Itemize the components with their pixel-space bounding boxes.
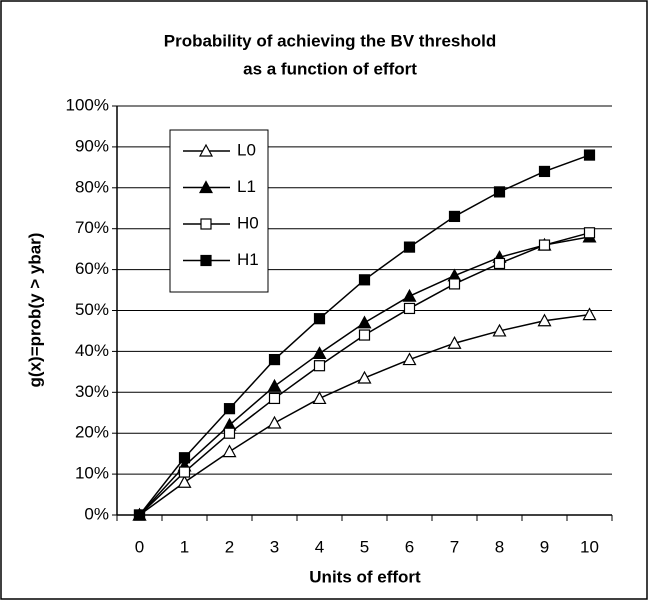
legend-marker [200, 218, 212, 230]
marker [313, 360, 326, 372]
x-tick-label: 9 [540, 537, 549, 556]
x-tick-label: 7 [450, 537, 459, 556]
marker [357, 370, 372, 384]
marker [448, 210, 461, 223]
legend-marker [198, 180, 214, 194]
y-tick-label: 50% [75, 300, 109, 319]
legend-label: H1 [237, 250, 259, 269]
x-tick-label: 6 [405, 537, 414, 556]
legend-label: L1 [237, 177, 256, 196]
y-tick-label: 90% [75, 136, 109, 155]
x-tick-label: 2 [225, 537, 234, 556]
marker [583, 149, 596, 161]
marker [312, 346, 327, 360]
marker [268, 353, 281, 366]
marker [403, 302, 416, 315]
marker [493, 186, 506, 198]
marker [223, 403, 236, 415]
x-tick-label: 1 [180, 537, 189, 556]
marker [178, 452, 191, 464]
y-tick-label: 0% [84, 504, 109, 523]
marker [312, 391, 327, 405]
marker [358, 274, 371, 286]
x-axis-label: Units of effort [309, 567, 421, 586]
legend-label: H0 [237, 213, 259, 232]
marker [178, 466, 191, 478]
y-tick-label: 60% [75, 259, 109, 278]
marker [177, 475, 192, 488]
marker [538, 239, 551, 251]
legend-label: L0 [237, 140, 256, 159]
y-tick-label: 70% [75, 218, 109, 237]
chart-title: as a function of effort [243, 59, 417, 78]
legend-box [169, 129, 269, 293]
y-tick-label: 40% [75, 341, 109, 360]
y-tick-label: 30% [75, 382, 109, 401]
marker [402, 352, 417, 366]
y-tick-label: 80% [75, 177, 109, 196]
x-tick-label: 8 [495, 537, 504, 556]
y-axis-label: g(x)=prob(y > ybar) [25, 233, 44, 388]
legend-marker [200, 254, 212, 267]
marker [402, 288, 417, 302]
x-tick-label: 10 [580, 537, 599, 556]
marker [448, 278, 461, 290]
marker [582, 307, 597, 321]
chart-title: Probability of achieving the BV threshol… [164, 31, 497, 50]
marker [493, 257, 506, 270]
marker [267, 415, 282, 429]
marker [492, 323, 507, 337]
marker [583, 227, 596, 239]
x-tick-label: 5 [360, 537, 369, 556]
x-tick-label: 0 [135, 537, 144, 556]
marker [538, 165, 551, 178]
x-tick-label: 4 [315, 537, 324, 556]
marker [357, 315, 372, 329]
marker [313, 313, 326, 325]
marker [223, 427, 236, 439]
marker [222, 444, 237, 458]
marker [267, 378, 282, 392]
y-tick-label: 10% [75, 464, 109, 483]
marker [403, 241, 416, 253]
y-tick-label: 20% [75, 423, 109, 442]
marker [133, 509, 146, 521]
marker [358, 329, 371, 341]
marker [447, 335, 462, 349]
legend-marker [198, 143, 214, 157]
marker [537, 313, 552, 327]
y-tick-label: 100% [66, 95, 109, 114]
marker [268, 392, 281, 405]
x-tick-label: 3 [270, 537, 279, 556]
